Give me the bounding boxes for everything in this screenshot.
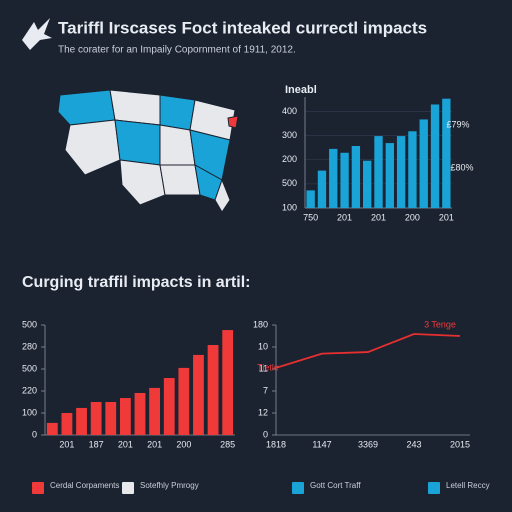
bar — [385, 143, 394, 208]
bar — [306, 190, 315, 208]
y-tick-label: 100 — [22, 407, 37, 417]
bar — [396, 136, 406, 208]
bar — [408, 131, 417, 208]
logo-bird — [22, 18, 52, 50]
us-map — [57, 89, 239, 213]
annotation: 3 Tenge — [424, 319, 456, 329]
y-tick-label: 0 — [32, 429, 37, 439]
bar — [340, 152, 349, 208]
y-tick-label: 10 — [258, 341, 268, 351]
y-tick-label: 400 — [282, 106, 297, 116]
y-tick-label: 300 — [282, 130, 297, 140]
y-tick-label: 12 — [258, 407, 268, 417]
chart-title: Ineabl — [285, 84, 317, 96]
bar — [419, 119, 428, 208]
x-tick-label: 201 — [147, 439, 162, 449]
bar — [149, 387, 161, 435]
x-tick-label: 200 — [176, 439, 191, 449]
y-tick-label: 280 — [22, 341, 37, 351]
legend-label: Gott Cort Traff — [310, 481, 361, 490]
bar — [90, 402, 102, 435]
legend-swatch — [292, 482, 304, 494]
line-series — [275, 333, 461, 369]
x-tick-label: 201 — [439, 212, 454, 222]
bar — [363, 160, 372, 208]
bar — [351, 145, 361, 208]
x-tick-label: 201 — [337, 212, 352, 222]
legend-swatch — [428, 482, 440, 494]
bar — [430, 104, 440, 208]
x-tick-label: 285 — [220, 439, 235, 449]
annotation: £80% — [450, 162, 473, 172]
bar — [46, 422, 58, 435]
bar — [134, 392, 146, 435]
y-tick-label: 0 — [263, 429, 268, 439]
bar — [442, 98, 451, 208]
legend-label: Cerdal Corpaments — [50, 481, 119, 490]
y-tick-label: 500 — [22, 319, 37, 329]
section-title: Curging traffil impacts in artil: — [22, 274, 250, 291]
legend-swatch — [32, 482, 44, 494]
y-tick-label: 180 — [253, 319, 268, 329]
legend-swatch — [122, 482, 134, 494]
x-tick-label: 1147 — [312, 439, 331, 449]
page-title: Tariffl Irscases Foct inteaked currectl … — [58, 18, 427, 37]
x-tick-label: 750 — [303, 212, 318, 222]
bar — [374, 136, 383, 208]
y-tick-label: 100 — [282, 202, 297, 212]
x-tick-label: 1818 — [266, 439, 286, 449]
y-tick-label: 500 — [282, 178, 297, 188]
x-tick-label: 201 — [118, 439, 133, 449]
legend-label: Letell Reccy — [446, 481, 490, 490]
x-tick-label: 200 — [405, 212, 420, 222]
x-tick-label: 2015 — [450, 439, 470, 449]
bar — [76, 407, 87, 435]
x-tick-label: 243 — [406, 439, 421, 449]
x-tick-label: 201 — [371, 212, 386, 222]
x-tick-label: 201 — [59, 439, 74, 449]
y-tick-label: 220 — [22, 385, 37, 395]
annotation: £79% — [446, 119, 469, 129]
x-tick-label: 3369 — [358, 439, 378, 449]
page-subtitle: The corater for an Impaily Copornment of… — [58, 45, 296, 56]
annotation: Tietle — [257, 362, 279, 372]
bar — [178, 367, 190, 435]
bar — [329, 148, 338, 208]
bar — [119, 398, 131, 435]
bar — [193, 354, 204, 435]
bar — [222, 330, 234, 435]
bar — [207, 345, 219, 435]
bar — [163, 378, 175, 435]
bar — [317, 170, 327, 208]
y-tick-label: 11 — [259, 363, 268, 373]
bar — [105, 402, 117, 435]
legend-label: Sotefhly Pmrogy — [140, 481, 199, 490]
x-tick-label: 187 — [89, 439, 104, 449]
y-tick-label: 200 — [282, 154, 297, 164]
y-tick-label: 500 — [22, 363, 37, 373]
y-tick-label: 7 — [263, 385, 268, 395]
bar — [61, 413, 73, 435]
